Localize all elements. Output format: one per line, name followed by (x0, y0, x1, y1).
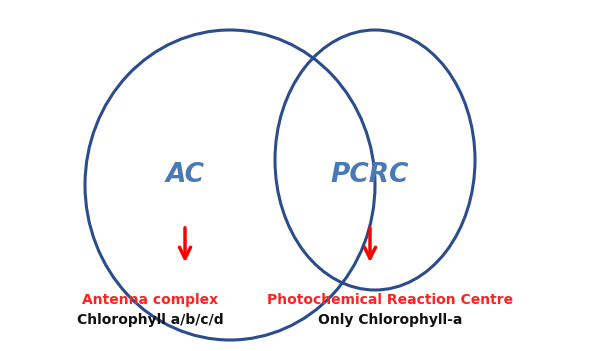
Text: Chlorophyll a/b/c/d: Chlorophyll a/b/c/d (77, 313, 223, 327)
Text: Photochemical Reaction Centre: Photochemical Reaction Centre (267, 293, 513, 307)
Text: Antenna complex: Antenna complex (82, 293, 218, 307)
Text: AC: AC (166, 162, 205, 188)
Text: Only Chlorophyll-a: Only Chlorophyll-a (318, 313, 462, 327)
Text: PCRC: PCRC (331, 162, 409, 188)
